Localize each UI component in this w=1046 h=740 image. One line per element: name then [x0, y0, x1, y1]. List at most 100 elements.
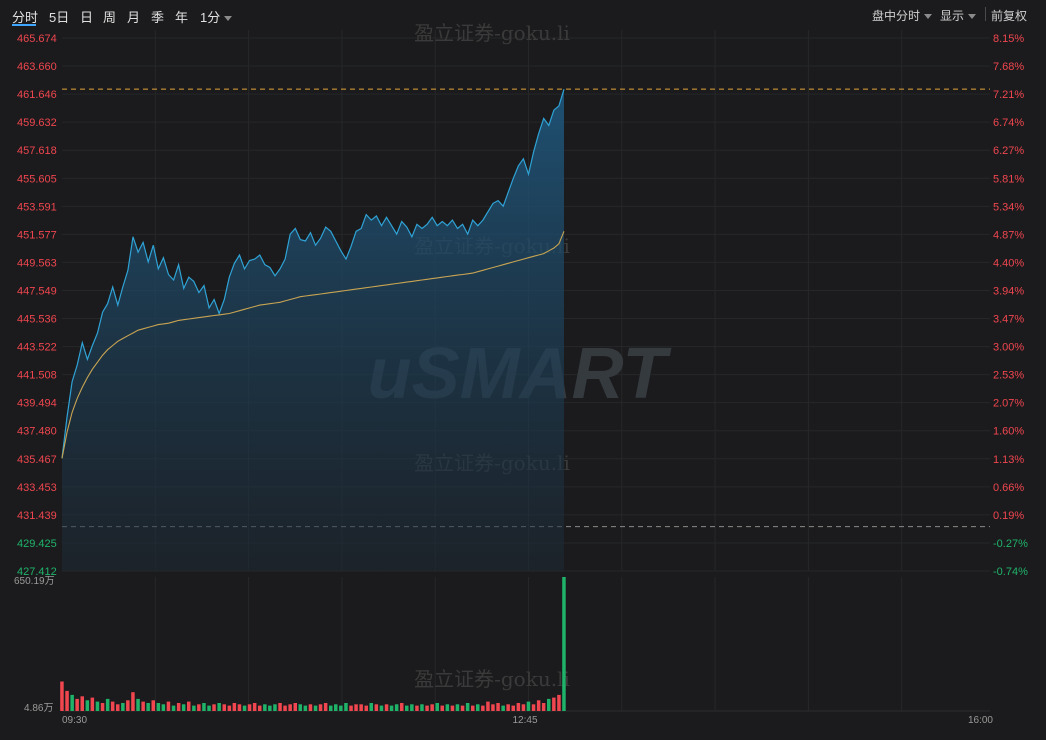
chevron-down-icon	[968, 14, 977, 20]
volume-bar	[389, 705, 394, 711]
tab-5day[interactable]: 5日	[49, 10, 70, 25]
volume-bar	[430, 704, 434, 711]
tab-month[interactable]: 月	[127, 10, 141, 25]
tab-1min-label: 1分	[200, 10, 221, 25]
volume-bar	[557, 694, 561, 711]
volume-bar	[146, 703, 150, 711]
percent-tick-label: 2.07%	[993, 398, 1024, 410]
price-tick-label: 435.467	[17, 454, 57, 466]
price-area	[62, 89, 564, 571]
volume-bar	[425, 705, 429, 711]
adjust-button[interactable]: 前复权	[991, 9, 1028, 23]
tab-quarter[interactable]: 季	[151, 10, 165, 25]
volume-bar	[501, 705, 505, 711]
volume-bar	[176, 703, 181, 711]
volume-bar	[90, 697, 95, 711]
volume-bar	[486, 701, 490, 711]
volume-bar	[217, 703, 221, 711]
percent-tick-label: 7.68%	[993, 61, 1024, 73]
price-tick-label: 445.536	[17, 314, 57, 326]
volume-bar	[394, 704, 399, 711]
volume-bar	[95, 701, 100, 711]
price-tick-label: 443.522	[17, 342, 57, 354]
percent-tick-label: 4.87%	[993, 229, 1024, 241]
volume-bar	[85, 700, 90, 711]
percent-tick-label: 1.13%	[993, 454, 1024, 466]
tab-year[interactable]: 年	[175, 10, 189, 25]
volume-bar	[359, 704, 363, 711]
price-tick-label: 457.618	[17, 145, 57, 157]
price-tick-label: 429.425	[17, 538, 57, 550]
active-tab-underline	[12, 24, 36, 26]
volume-bar	[491, 704, 495, 711]
price-tick-label: 437.480	[17, 426, 57, 438]
price-tick-label: 447.549	[17, 285, 57, 297]
volume-bar	[476, 704, 480, 711]
volume-bar	[308, 704, 313, 711]
volume-bar	[237, 704, 242, 711]
volume-bar	[136, 698, 140, 711]
time-axis-label: 16:00	[968, 715, 993, 726]
volume-bar	[268, 705, 272, 711]
tab-day[interactable]: 日	[80, 10, 94, 25]
volume-bar	[374, 704, 379, 711]
percent-tick-label: 4.40%	[993, 257, 1024, 269]
volume-bar	[318, 704, 323, 711]
volume-bar	[100, 703, 105, 711]
volume-bar	[562, 577, 566, 711]
volume-bar	[531, 704, 536, 711]
tab-1min[interactable]: 1分	[200, 7, 233, 26]
volume-bar	[263, 704, 267, 711]
average-price-line	[61, 231, 565, 459]
tab-week[interactable]: 周	[103, 10, 117, 25]
display-dropdown[interactable]: 显示	[940, 7, 977, 24]
volume-bar	[516, 703, 521, 711]
volume-bar	[207, 705, 211, 711]
volume-bar	[293, 703, 297, 711]
session-dropdown[interactable]: 盘中分时	[872, 7, 933, 24]
price-tick-label: 463.660	[17, 61, 57, 73]
toolbar: 分时 5日 日 周 月 季 年 1分 盘中分时 显示 前复权	[0, 0, 1046, 30]
price-tick-label: 439.494	[17, 398, 57, 410]
volume-bar	[334, 704, 338, 711]
percent-tick-label: 2.53%	[993, 370, 1024, 382]
volume-bar	[450, 705, 455, 711]
session-label: 盘中分时	[872, 9, 921, 23]
volume-bar	[400, 703, 404, 711]
chevron-down-icon	[224, 16, 233, 22]
volume-bar	[481, 705, 485, 711]
volume-bar	[187, 701, 191, 711]
volume-min-label: 4.86万	[24, 703, 53, 714]
price-tick-label: 427.412	[17, 566, 57, 578]
percent-tick-label: 3.94%	[993, 285, 1024, 297]
percent-tick-label: 1.60%	[993, 426, 1024, 438]
volume-bar	[349, 705, 353, 711]
percent-tick-label: -0.27%	[993, 538, 1028, 550]
volume-bar	[445, 704, 450, 711]
volume-bar	[131, 692, 135, 711]
percent-tick-label: 3.00%	[993, 342, 1024, 354]
volume-bar	[379, 705, 384, 711]
volume-bar	[329, 705, 333, 711]
volume-bar	[471, 705, 475, 711]
volume-bar	[161, 704, 166, 711]
price-tick-label: 433.453	[17, 482, 57, 494]
volume-bar	[339, 705, 343, 711]
volume-bar	[258, 705, 262, 711]
volume-bar	[506, 704, 510, 711]
volume-bar	[75, 698, 79, 711]
volume-bar	[460, 705, 465, 711]
volume-bar	[171, 705, 176, 711]
percent-tick-label: 5.34%	[993, 201, 1024, 213]
volume-bar	[536, 700, 541, 711]
price-tick-label: 451.577	[17, 229, 57, 241]
volume-bar	[121, 703, 125, 711]
percent-tick-label: 6.74%	[993, 117, 1024, 129]
volume-bar	[455, 704, 460, 711]
tab-intraday[interactable]: 分时	[12, 10, 39, 25]
volume-bar	[521, 704, 526, 711]
volume-bar	[247, 704, 252, 711]
toolbar-divider	[985, 7, 986, 21]
volume-bar	[303, 705, 308, 711]
